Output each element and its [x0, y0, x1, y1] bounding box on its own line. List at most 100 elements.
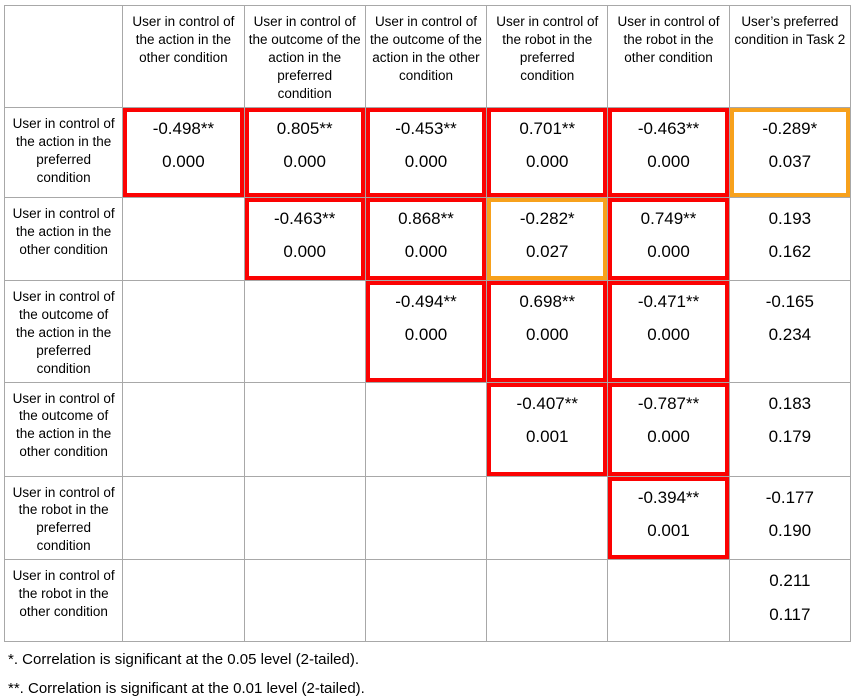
p-value: 0.117 [769, 605, 811, 625]
p-value: 0.000 [404, 152, 448, 172]
correlation-cell: 0.193 0.162 [728, 196, 852, 281]
table-row: User in control of the robot in the othe… [3, 559, 852, 643]
correlation-value: -0.165 [765, 291, 814, 311]
correlation-value: -0.453** [395, 118, 457, 138]
correlation-cell [486, 475, 609, 561]
correlation-cell [243, 381, 366, 477]
correlation-cell: 0.211 0.117 [728, 559, 852, 643]
correlation-cell [364, 381, 488, 477]
table-row: User in control of the outcome of the ac… [3, 279, 852, 383]
correlation-cell [243, 559, 366, 643]
column-header: User in control of the outcome of the ac… [364, 5, 488, 108]
header-row: User in control of the action in the oth… [3, 5, 852, 108]
correlation-cell: -0.787** 0.000 [607, 381, 730, 477]
row-header: User in control of the action in the pre… [3, 106, 124, 198]
correlation-cell: -0.471** 0.000 [607, 279, 730, 383]
correlation-value: 0.698** [519, 291, 576, 311]
correlation-cell: 0.749** 0.000 [607, 196, 730, 281]
row-header: User in control of the outcome of the ac… [3, 381, 124, 477]
correlation-value: 0.183 [768, 393, 812, 413]
correlation-cell [607, 559, 730, 643]
p-value: 0.000 [647, 427, 690, 447]
correlation-value: -0.407** [516, 393, 578, 413]
footnotes: *. Correlation is significant at the 0.0… [4, 642, 852, 697]
correlation-cell [122, 475, 245, 561]
p-value: 0.000 [162, 152, 205, 172]
footnote-005-level: *. Correlation is significant at the 0.0… [8, 651, 360, 669]
correlation-cell: 0.805** 0.000 [243, 106, 366, 198]
correlation-cell: 0.701** 0.000 [486, 106, 609, 198]
correlation-cell: -0.165 0.234 [728, 279, 852, 383]
p-value: 0.001 [525, 427, 569, 447]
p-value: 0.000 [404, 242, 448, 262]
p-value: 0.000 [525, 325, 569, 345]
p-value: 0.000 [404, 325, 448, 345]
correlation-cell [243, 279, 366, 383]
correlation-cell [364, 559, 488, 643]
correlation-value: -0.463** [273, 208, 336, 228]
p-value: 0.162 [768, 242, 812, 262]
correlation-cell: -0.282* 0.027 [486, 196, 609, 281]
correlation-cell [122, 279, 245, 383]
row-header: User in control of the action in the oth… [3, 196, 124, 281]
correlation-value: -0.787** [637, 393, 700, 413]
correlation-cell [122, 196, 245, 281]
correlation-cell [486, 559, 609, 643]
column-header: User’s preferred condition in Task 2 [728, 5, 852, 108]
correlation-cell: -0.498** 0.000 [122, 106, 245, 198]
correlation-value: 0.868** [398, 208, 454, 228]
correlation-cell: -0.407** 0.001 [486, 381, 609, 477]
correlation-cell: 0.183 0.179 [728, 381, 852, 477]
correlation-value: 0.701** [519, 118, 576, 138]
correlation-cell [364, 475, 488, 561]
table-row: User in control of the action in the oth… [3, 196, 852, 281]
footnote-001-level: **. Correlation is significant at the 0.… [8, 679, 365, 697]
p-value: 0.000 [647, 152, 690, 172]
correlation-cell: 0.698** 0.000 [486, 279, 609, 383]
correlation-value: -0.289* [762, 118, 818, 138]
correlation-cell: -0.453** 0.000 [364, 106, 488, 198]
correlation-table: User in control of the action in the oth… [3, 5, 852, 643]
correlation-cell: 0.868** 0.000 [364, 196, 488, 281]
column-header: User in control of the outcome of the ac… [243, 5, 366, 108]
correlation-value: -0.394** [637, 487, 700, 507]
correlation-cell: -0.494** 0.000 [364, 279, 488, 383]
correlation-value: -0.498** [152, 118, 215, 138]
row-header: User in control of the robot in the pref… [3, 475, 124, 561]
correlation-cell [122, 559, 245, 643]
p-value: 0.000 [525, 152, 569, 172]
p-value: 0.000 [647, 242, 690, 262]
p-value: 0.001 [647, 521, 690, 541]
column-header: User in control of the robot in the pref… [486, 5, 609, 108]
correlation-value: -0.494** [395, 291, 457, 311]
correlation-value: -0.282* [519, 208, 575, 228]
correlation-value: 0.749** [640, 208, 697, 228]
p-value: 0.179 [768, 427, 812, 447]
table-row: User in control of the action in the pre… [3, 106, 852, 198]
correlation-cell [243, 475, 366, 561]
p-value: 0.190 [768, 521, 812, 541]
p-value: 0.027 [525, 242, 569, 262]
correlation-cell [122, 381, 245, 477]
p-value: 0.000 [283, 152, 326, 172]
correlation-cell: -0.394** 0.001 [607, 475, 730, 561]
correlation-value: 0.193 [768, 208, 812, 228]
table-row: User in control of the robot in the pref… [3, 475, 852, 561]
corner-cell [3, 5, 124, 108]
row-header: User in control of the robot in the othe… [3, 559, 124, 643]
correlation-value: 0.805** [276, 118, 333, 138]
p-value: 0.000 [283, 242, 326, 262]
correlation-cell: -0.177 0.190 [728, 475, 852, 561]
p-value: 0.037 [768, 152, 812, 172]
correlation-value: 0.211 [769, 571, 811, 591]
row-header: User in control of the outcome of the ac… [3, 279, 124, 383]
correlation-cell: -0.463** 0.000 [243, 196, 366, 281]
table-row: User in control of the outcome of the ac… [3, 381, 852, 477]
p-value: 0.234 [768, 325, 812, 345]
correlation-cell: -0.463** 0.000 [607, 106, 730, 198]
correlation-value: -0.471** [637, 291, 700, 311]
correlation-value: -0.463** [637, 118, 700, 138]
correlation-value: -0.177 [765, 487, 814, 507]
column-header: User in control of the action in the oth… [122, 5, 245, 108]
